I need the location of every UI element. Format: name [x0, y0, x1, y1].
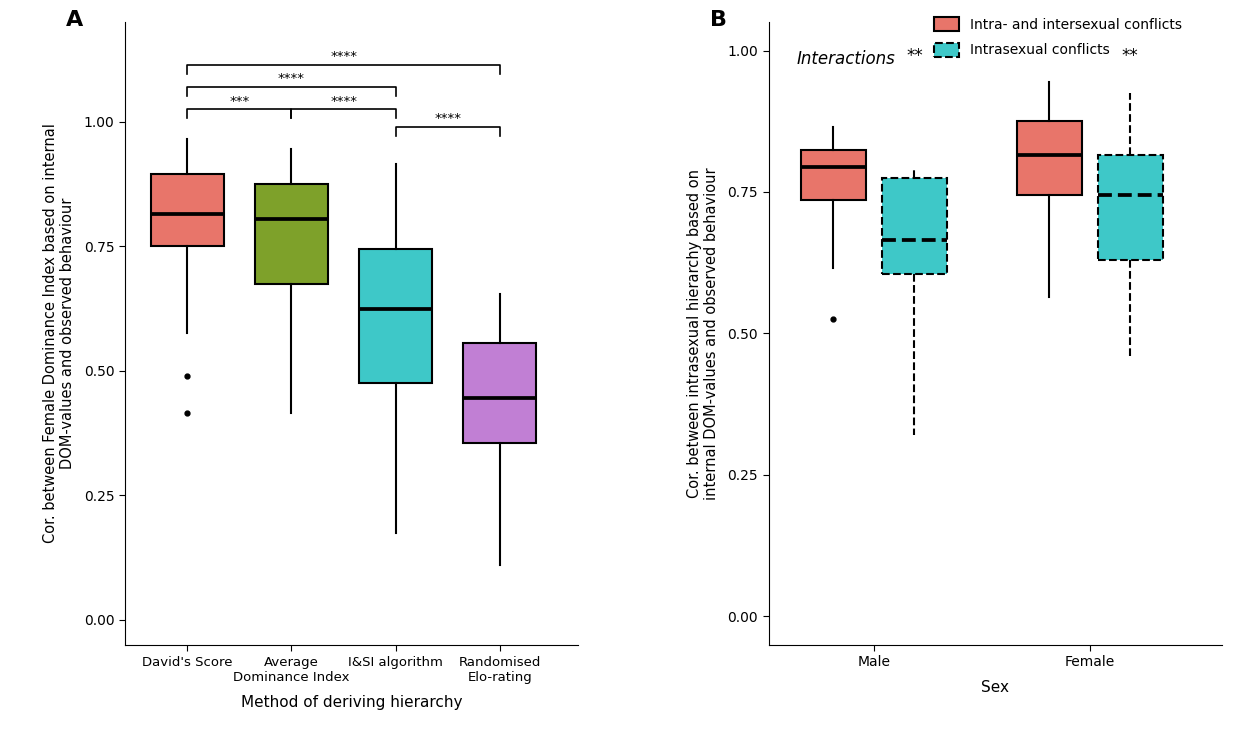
Bar: [464, 343, 536, 443]
Text: B: B: [710, 10, 727, 30]
Text: ***: ***: [229, 95, 249, 108]
Text: **: **: [907, 47, 923, 64]
Bar: [882, 178, 946, 274]
Y-axis label: Cor. between Female Dominance Index based on internal
DOM-values and observed be: Cor. between Female Dominance Index base…: [42, 124, 75, 543]
Text: Interactions: Interactions: [797, 50, 895, 68]
Text: ****: ****: [330, 95, 357, 108]
Bar: [359, 249, 433, 383]
Text: **: **: [1122, 47, 1139, 64]
Text: ****: ****: [278, 73, 306, 85]
Text: A: A: [66, 10, 84, 30]
Bar: [1016, 122, 1081, 195]
Bar: [1097, 155, 1162, 260]
Y-axis label: Cor. between intrasexual hierarchy based on
internal DOM-values and observed beh: Cor. between intrasexual hierarchy based…: [687, 167, 720, 499]
Bar: [254, 184, 328, 284]
X-axis label: Method of deriving hierarchy: Method of deriving hierarchy: [241, 695, 463, 710]
Text: ****: ****: [434, 113, 461, 125]
Legend: Intra- and intersexual conflicts, Intrasexual conflicts: Intra- and intersexual conflicts, Intras…: [934, 17, 1182, 58]
Bar: [151, 174, 223, 246]
Text: ****: ****: [330, 50, 357, 63]
X-axis label: Sex: Sex: [981, 680, 1009, 695]
Bar: [801, 150, 865, 201]
